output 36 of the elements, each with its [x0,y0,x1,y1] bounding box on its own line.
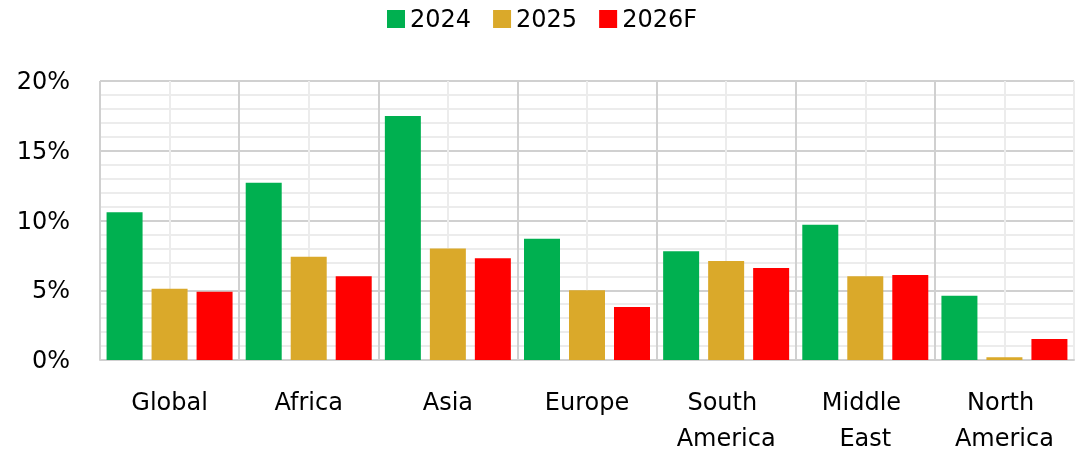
bar [245,182,282,360]
y-tick-label: 15% [16,136,70,165]
legend-label: 2024 [409,5,472,33]
bar [663,251,700,360]
x-tick-label: South America [676,388,776,452]
legend-label: 2026F [622,5,698,33]
bar [753,267,790,360]
bar [569,290,605,360]
x-tick-label: Asia [422,388,474,416]
bar [384,115,421,360]
bar [802,224,839,360]
y-tick-label: 0% [31,346,70,374]
bar [986,357,1023,360]
bar [106,212,143,360]
x-tick-label: Global [131,388,208,416]
legend-label: 2025 [516,5,578,33]
bar [847,276,884,360]
bar [196,291,233,360]
bar [1031,339,1068,360]
x-tick-label: Africa [274,388,343,416]
x-tick-label: North America [954,388,1054,452]
y-tick-label: 20% [16,67,70,95]
bar [941,295,978,360]
bar [335,276,372,360]
bar [151,288,188,360]
x-tick-label: Europe [544,388,630,416]
x-tick-label: Middle East [821,388,909,452]
bar [614,306,650,360]
bar [524,238,560,360]
bar [892,274,929,360]
bar [290,256,327,360]
y-tick-label: 10% [16,206,70,235]
bar [429,248,466,360]
bar [474,258,511,360]
y-tick-label: 5% [31,276,70,305]
bar [708,260,745,360]
